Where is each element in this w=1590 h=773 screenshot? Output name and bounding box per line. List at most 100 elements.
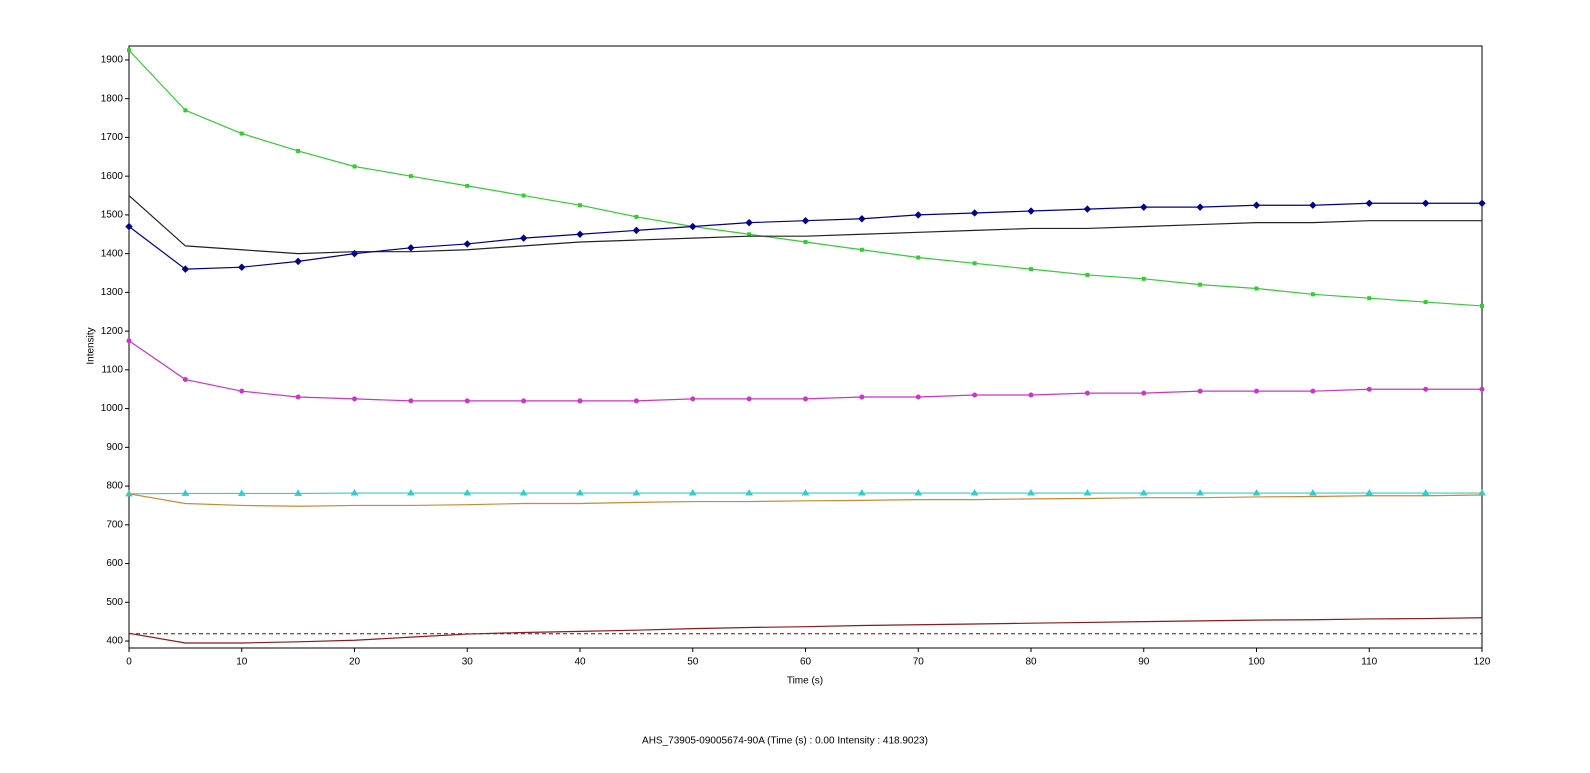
marker: [350, 249, 359, 258]
x-tick-label: 90: [1138, 657, 1150, 668]
marker: [803, 396, 808, 402]
marker: [182, 377, 188, 383]
marker: [970, 209, 979, 217]
marker: [916, 255, 921, 260]
marker: [576, 489, 584, 496]
y-tick-label: 1300: [101, 287, 124, 298]
marker: [1254, 388, 1259, 394]
marker: [519, 489, 528, 496]
marker: [915, 394, 921, 400]
marker: [578, 203, 582, 208]
marker: [972, 392, 978, 398]
marker: [406, 489, 415, 496]
marker: [1084, 390, 1090, 396]
marker: [1252, 489, 1261, 496]
marker: [463, 240, 471, 248]
status-text: AHS_73905-09005674-90A (Time (s) : 0.00 …: [642, 736, 928, 747]
marker: [1083, 205, 1092, 213]
marker: [1196, 203, 1204, 211]
marker: [1197, 388, 1203, 394]
y-axis-label: Intensity: [86, 327, 97, 364]
y-tick-label: 1700: [101, 132, 124, 143]
marker: [803, 240, 808, 245]
x-tick-label: 110: [1361, 657, 1377, 668]
marker: [464, 398, 470, 404]
marker: [632, 489, 641, 496]
y-tick-label: 1200: [101, 326, 124, 337]
x-axis-label: Time (s): [787, 676, 823, 687]
y-tick-label: 600: [106, 558, 123, 569]
marker: [577, 398, 583, 404]
marker: [1139, 489, 1148, 496]
x-tick-label: 60: [800, 657, 812, 668]
marker: [183, 108, 188, 113]
marker: [1310, 388, 1316, 394]
marker: [407, 244, 415, 252]
marker: [1423, 300, 1428, 305]
marker: [1309, 201, 1317, 209]
y-tick-label: 1600: [101, 171, 124, 182]
y-tick-label: 500: [106, 597, 123, 608]
x-tick-label: 30: [462, 657, 474, 668]
x-tick-label: 20: [349, 657, 361, 668]
marker: [1421, 199, 1430, 207]
marker: [801, 217, 810, 225]
marker: [1140, 203, 1148, 211]
marker: [1141, 390, 1147, 396]
marker: [181, 265, 190, 273]
y-tick-label: 1800: [101, 93, 124, 104]
marker: [465, 183, 470, 188]
x-tick-label: 80: [1025, 657, 1037, 668]
marker: [859, 247, 864, 252]
marker: [1027, 207, 1035, 215]
marker: [914, 489, 923, 496]
marker: [1141, 276, 1146, 281]
y-tick-label: 1000: [101, 403, 124, 414]
marker: [294, 257, 302, 266]
marker: [1480, 303, 1484, 308]
y-tick-label: 900: [106, 442, 123, 453]
marker: [857, 489, 866, 496]
marker: [352, 164, 357, 169]
y-tick-label: 400: [106, 636, 123, 647]
x-tick-label: 50: [687, 657, 699, 668]
marker: [295, 394, 301, 400]
marker: [576, 230, 584, 238]
marker: [1421, 489, 1430, 496]
x-tick-label: 120: [1474, 657, 1491, 668]
marker: [521, 398, 527, 404]
marker: [632, 226, 641, 235]
marker: [1254, 286, 1259, 291]
marker: [127, 48, 131, 53]
marker: [239, 131, 244, 136]
series-line: [128, 617, 1483, 644]
y-tick-label: 1400: [101, 248, 124, 259]
x-tick-label: 0: [126, 657, 132, 668]
y-tick-label: 1900: [101, 55, 124, 66]
y-tick-label: 1100: [101, 364, 123, 375]
marker: [126, 338, 132, 344]
y-tick-label: 700: [106, 519, 123, 530]
marker: [1478, 199, 1486, 207]
series-line: [128, 493, 1483, 507]
marker: [296, 148, 301, 153]
marker: [1367, 296, 1372, 301]
marker: [1198, 282, 1203, 287]
x-tick-label: 10: [236, 657, 248, 668]
marker: [1479, 386, 1485, 392]
marker: [294, 489, 303, 496]
marker: [239, 388, 245, 394]
marker: [634, 214, 639, 219]
marker: [1196, 489, 1205, 496]
marker: [745, 218, 753, 227]
marker: [858, 215, 866, 223]
marker: [859, 394, 865, 400]
marker: [237, 489, 246, 496]
marker: [972, 261, 977, 266]
x-tick-label: 70: [913, 657, 925, 668]
marker: [747, 232, 752, 237]
marker: [1423, 386, 1429, 392]
marker: [1085, 272, 1090, 277]
